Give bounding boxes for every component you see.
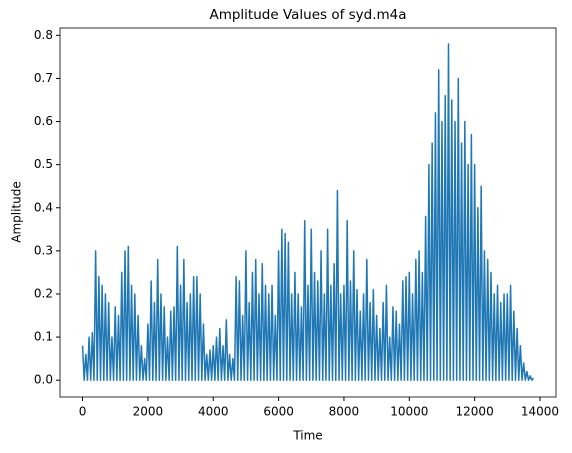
x-tick-label: 14000 xyxy=(521,405,559,419)
y-tick-label: 0.5 xyxy=(34,157,53,171)
y-tick-label: 0.0 xyxy=(34,373,53,387)
y-tick-label: 0.2 xyxy=(34,286,53,300)
x-tick-label: 12000 xyxy=(456,405,494,419)
y-axis-label: Amplitude xyxy=(10,181,24,243)
amplitude-line xyxy=(81,43,535,381)
x-tick-label: 0 xyxy=(79,405,87,419)
chart-title: Amplitude Values of syd.m4a xyxy=(209,7,406,23)
y-tick-label: 0.7 xyxy=(34,71,53,85)
y-tick-label: 0.3 xyxy=(34,243,53,257)
x-tick-label: 4000 xyxy=(198,405,229,419)
y-tick-label: 0.8 xyxy=(34,28,53,42)
plot-frame xyxy=(59,27,557,398)
x-axis-label: Time xyxy=(292,429,322,443)
x-tick-label: 2000 xyxy=(133,405,164,419)
x-tick-label: 6000 xyxy=(263,405,294,419)
y-tick-label: 0.4 xyxy=(34,200,53,214)
x-tick-label: 10000 xyxy=(390,405,428,419)
x-tick-label: 8000 xyxy=(329,405,360,419)
y-tick-label: 0.6 xyxy=(34,114,53,128)
y-tick-label: 0.1 xyxy=(34,330,53,344)
